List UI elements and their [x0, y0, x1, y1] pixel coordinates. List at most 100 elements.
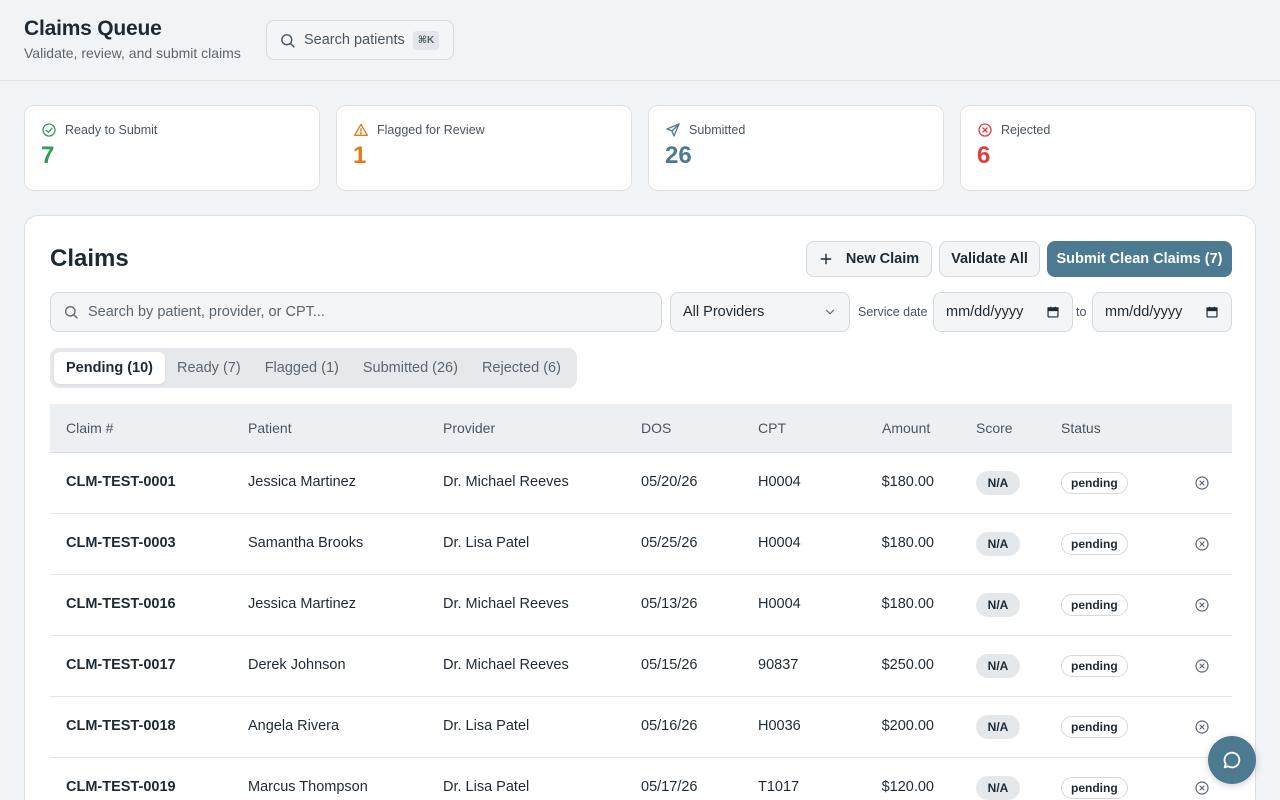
column-header-claim[interactable]: Claim #	[66, 420, 114, 436]
column-header-cpt[interactable]: CPT	[758, 420, 786, 436]
new-claim-button[interactable]: New Claim	[806, 241, 932, 277]
date-of-service: 05/13/26	[641, 596, 698, 612]
provider-name: Dr. Michael Reeves	[443, 596, 569, 612]
claim-amount: $200.00	[881, 718, 934, 734]
provider-name: Dr. Lisa Patel	[443, 718, 530, 734]
top-bar: Claims Queue Validate, review, and submi…	[0, 0, 1280, 81]
send-icon	[666, 123, 680, 137]
patient-name: Samantha Brooks	[248, 535, 364, 551]
stat-card-rejected[interactable]: Rejected 6	[960, 105, 1256, 191]
claim-amount: $180.00	[881, 535, 934, 551]
calendar-icon	[1206, 306, 1218, 318]
stat-card-ready[interactable]: Ready to Submit 7	[24, 105, 320, 191]
date-of-service: 05/15/26	[641, 657, 698, 673]
provider-name: Dr. Lisa Patel	[443, 779, 530, 795]
table-row[interactable]: CLM-TEST-0001 Jessica Martinez Dr. Micha…	[50, 453, 1232, 514]
stat-cards: Ready to Submit 7 Flagged for Review 1 S…	[24, 105, 1256, 191]
service-date-to-input[interactable]: mm/dd/yyyy	[1092, 292, 1232, 332]
table-row[interactable]: CLM-TEST-0003 Samantha Brooks Dr. Lisa P…	[50, 514, 1232, 575]
service-date-label: Service date	[858, 305, 928, 319]
cpt-code: T1017	[758, 779, 800, 795]
keyboard-shortcut-badge: ⌘K	[412, 30, 440, 50]
reject-claim-icon[interactable]	[1194, 597, 1210, 613]
submit-clean-claims-button[interactable]: Submit Clean Claims (7)	[1047, 241, 1232, 277]
table-row[interactable]: CLM-TEST-0017 Derek Johnson Dr. Michael …	[50, 636, 1232, 697]
claim-number[interactable]: CLM-TEST-0001	[66, 474, 176, 490]
claims-search-field[interactable]	[50, 292, 662, 332]
date-to-placeholder: mm/dd/yyyy	[1105, 304, 1183, 320]
column-header-score[interactable]: Score	[976, 420, 1013, 436]
provider-select-value: All Providers	[683, 304, 765, 320]
cpt-code: H0004	[758, 535, 801, 551]
patient-name: Jessica Martinez	[248, 474, 356, 490]
reject-claim-icon[interactable]	[1194, 780, 1210, 796]
patient-name: Angela Rivera	[248, 718, 340, 734]
service-date-from-input[interactable]: mm/dd/yyyy	[933, 292, 1073, 332]
stat-label: Ready to Submit	[65, 123, 158, 137]
page-subtitle: Validate, review, and submit claims	[24, 45, 241, 61]
claim-amount: $180.00	[881, 596, 934, 612]
column-header-amount[interactable]: Amount	[882, 420, 931, 436]
stat-value: 7	[41, 142, 55, 169]
provider-select[interactable]: All Providers	[670, 292, 850, 332]
cpt-code: H0004	[758, 596, 801, 612]
cpt-code: H0036	[758, 718, 801, 734]
claim-amount: $120.00	[881, 779, 934, 795]
reject-claim-icon[interactable]	[1194, 658, 1210, 674]
status-badge: pending	[1061, 777, 1128, 799]
table-row[interactable]: CLM-TEST-0016 Jessica Martinez Dr. Micha…	[50, 575, 1232, 636]
date-of-service: 05/17/26	[641, 779, 698, 795]
column-header-patient[interactable]: Patient	[248, 420, 292, 436]
table-row[interactable]: CLM-TEST-0019 Marcus Thompson Dr. Lisa P…	[50, 758, 1232, 800]
tab-rejected[interactable]: Rejected (6)	[481, 360, 561, 376]
claims-table: Claim # Patient Provider DOS CPT Amount …	[50, 404, 1232, 800]
reject-claim-icon[interactable]	[1194, 475, 1210, 491]
claim-number[interactable]: CLM-TEST-0016	[66, 596, 176, 612]
column-header-provider[interactable]: Provider	[443, 420, 496, 436]
date-of-service: 05/20/26	[641, 474, 698, 490]
patient-search-button[interactable]: Search patients ⌘K	[266, 20, 454, 60]
score-badge: N/A	[976, 776, 1020, 800]
claims-panel: Claims New Claim Validate All Submit Cle…	[24, 215, 1256, 800]
provider-name: Dr. Michael Reeves	[443, 657, 569, 673]
stat-value: 26	[665, 142, 692, 169]
column-header-dos[interactable]: DOS	[641, 420, 672, 436]
tab-submitted[interactable]: Submitted (26)	[362, 360, 458, 376]
patient-name: Jessica Martinez	[248, 596, 356, 612]
reject-claim-icon[interactable]	[1194, 719, 1210, 735]
check-circle-icon	[42, 123, 56, 137]
table-header: Claim # Patient Provider DOS CPT Amount …	[50, 404, 1232, 453]
stat-card-submitted[interactable]: Submitted 26	[648, 105, 944, 191]
search-icon	[281, 33, 295, 48]
stat-label: Rejected	[1001, 123, 1051, 137]
tab-ready[interactable]: Ready (7)	[177, 360, 241, 376]
claim-number[interactable]: CLM-TEST-0003	[66, 535, 176, 551]
status-badge: pending	[1061, 472, 1128, 494]
score-badge: N/A	[976, 593, 1020, 617]
claims-search-input[interactable]	[88, 304, 648, 320]
warning-triangle-icon	[354, 123, 368, 136]
score-badge: N/A	[976, 532, 1020, 556]
tab-flagged[interactable]: Flagged (1)	[264, 360, 339, 376]
cpt-code: 90837	[758, 657, 799, 673]
claim-amount: $180.00	[881, 474, 934, 490]
reject-claim-icon[interactable]	[1194, 536, 1210, 552]
claim-number[interactable]: CLM-TEST-0017	[66, 657, 176, 673]
validate-all-button[interactable]: Validate All	[939, 241, 1040, 277]
claim-number[interactable]: CLM-TEST-0019	[66, 779, 176, 795]
provider-name: Dr. Michael Reeves	[443, 474, 569, 490]
stat-label: Flagged for Review	[377, 123, 485, 137]
claim-amount: $250.00	[881, 657, 934, 673]
panel-title: Claims	[50, 245, 129, 272]
page-title: Claims Queue	[24, 17, 162, 40]
column-header-status[interactable]: Status	[1061, 420, 1101, 436]
stat-label: Submitted	[689, 123, 746, 137]
search-icon	[65, 306, 78, 319]
chat-button[interactable]	[1208, 736, 1256, 784]
table-row[interactable]: CLM-TEST-0018 Angela Rivera Dr. Lisa Pat…	[50, 697, 1232, 758]
stat-card-flagged[interactable]: Flagged for Review 1	[336, 105, 632, 191]
tab-pending[interactable]: Pending (10)	[54, 352, 166, 384]
patient-name: Derek Johnson	[248, 657, 346, 673]
status-badge: pending	[1061, 533, 1128, 555]
claim-number[interactable]: CLM-TEST-0018	[66, 718, 176, 734]
